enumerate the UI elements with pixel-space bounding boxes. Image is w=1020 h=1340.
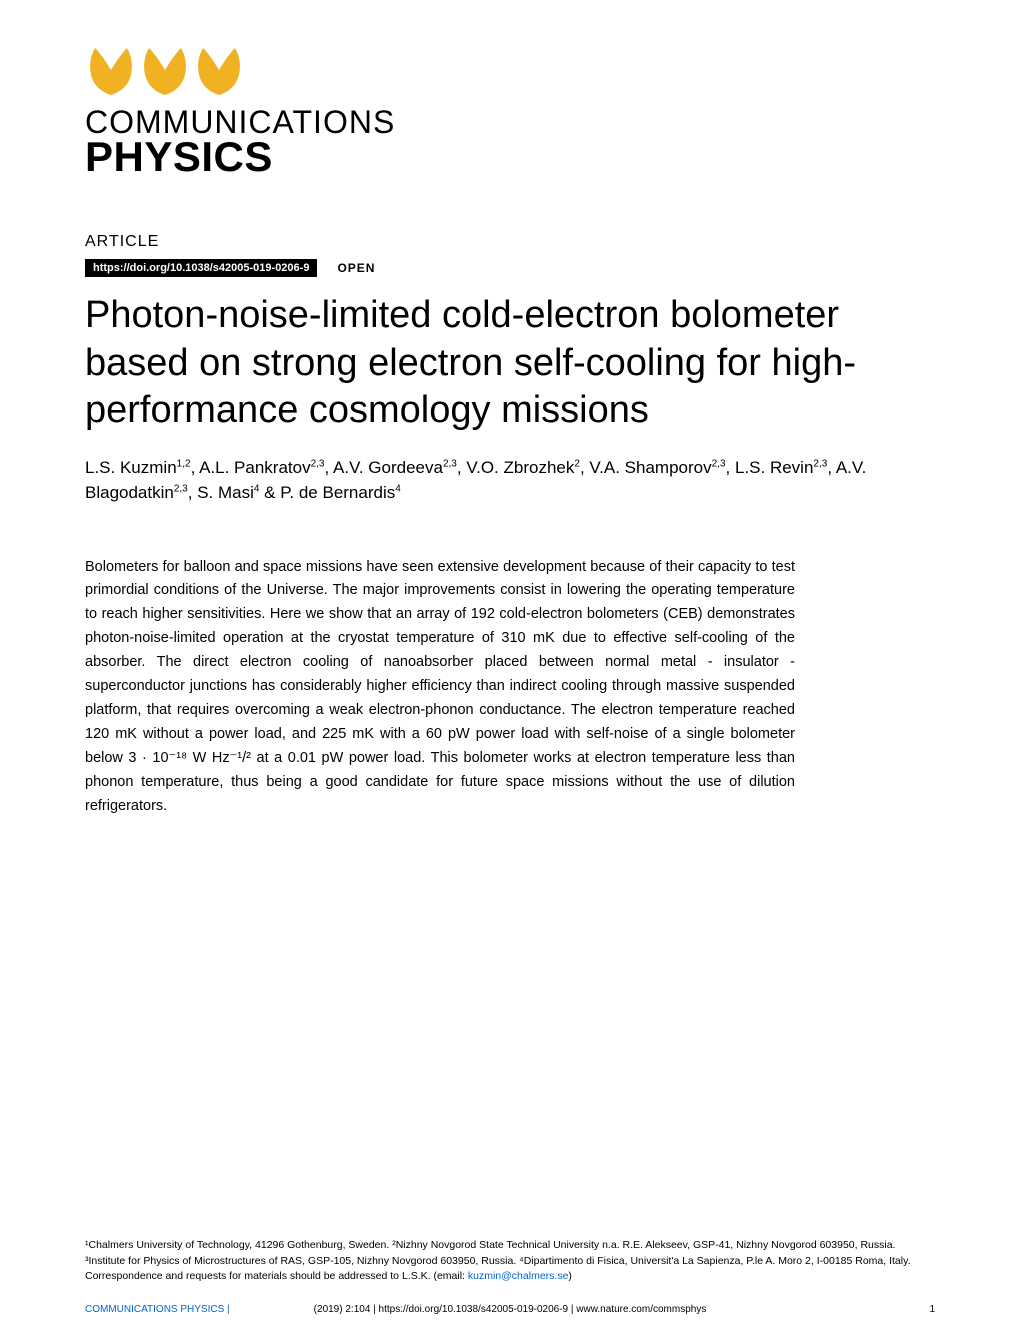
journal-logo: COMMUNICATIONS PHYSICS [85, 40, 935, 178]
article-type-label: ARTICLE [85, 233, 935, 251]
author: L.S. Revin2,3 [735, 458, 827, 477]
journal-name-line2: PHYSICS [85, 136, 935, 178]
page-footer: COMMUNICATIONS PHYSICS | (2019) 2:104 | … [85, 1304, 935, 1315]
affiliations: ¹Chalmers University of Technology, 4129… [85, 1238, 935, 1285]
footer-citation: (2019) 2:104 | https://doi.org/10.1038/s… [314, 1304, 707, 1315]
author: V.O. Zbrozhek2 [466, 458, 580, 477]
author: L.S. Kuzmin1,2 [85, 458, 191, 477]
doi-row: https://doi.org/10.1038/s42005-019-0206-… [85, 259, 935, 277]
author: A.V. Gordeeva2,3 [333, 458, 457, 477]
abstract-text: Bolometers for balloon and space mission… [85, 556, 795, 819]
page-number: 1 [929, 1304, 935, 1315]
logo-shape-icon [193, 40, 245, 98]
author: V.A. Shamporov2,3 [589, 458, 725, 477]
paper-title: Photon-noise-limited cold-electron bolom… [85, 292, 935, 435]
author: P. de Bernardis4 [280, 483, 401, 502]
author: A.L. Pankratov2,3 [199, 458, 324, 477]
logo-shape-icon [85, 40, 137, 98]
footer-journal: COMMUNICATIONS PHYSICS | [85, 1304, 230, 1315]
author: S. Masi4 [197, 483, 259, 502]
logo-shape-icon [139, 40, 191, 98]
logo-icon-group [85, 40, 935, 98]
open-access-label: OPEN [337, 261, 375, 275]
doi-badge[interactable]: https://doi.org/10.1038/s42005-019-0206-… [85, 259, 317, 277]
author-list: L.S. Kuzmin1,2, A.L. Pankratov2,3, A.V. … [85, 455, 935, 506]
correspondence-email[interactable]: kuzmin@chalmers.se [468, 1270, 569, 1282]
affiliations-end: ) [568, 1270, 572, 1282]
